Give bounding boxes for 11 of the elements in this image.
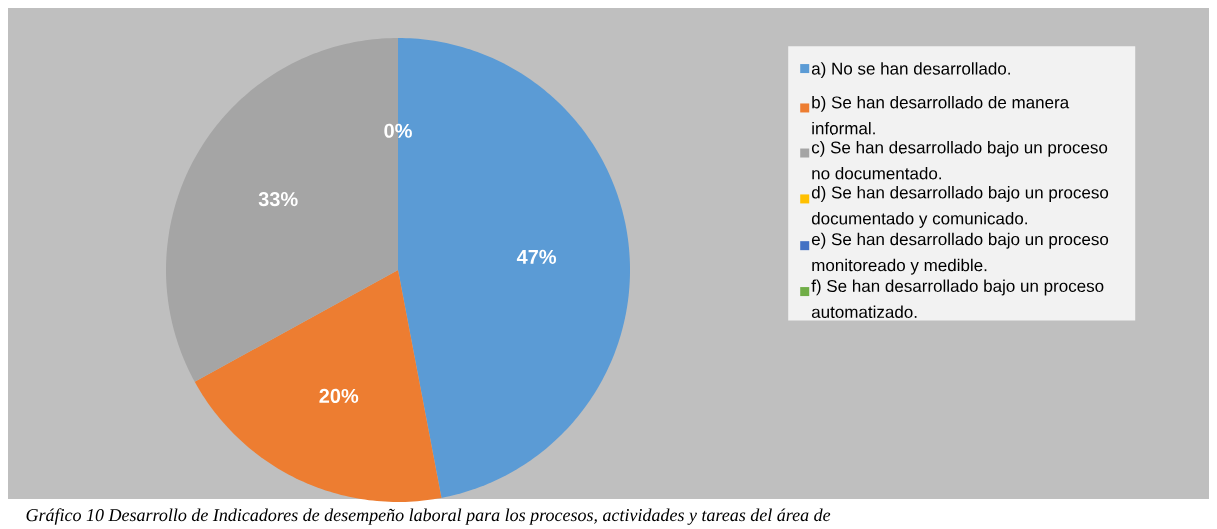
legend-label: b) Se han desarrollado de manera informal. xyxy=(812,95,1070,135)
text: Gráfico 10 Desarrollo de Indicadores de desempeño laboral para los procesos, actividades y tareas del área de xyxy=(26,508,831,525)
data-label: 20% xyxy=(319,388,359,404)
data-label: 33% xyxy=(258,192,298,207)
legend-label: c) Se han desarrollado bajo un proceso no documentado. xyxy=(811,141,1108,180)
data-label: 47% xyxy=(516,249,557,264)
text: 0% xyxy=(384,123,412,138)
legend-label: d) Se han desarrollado bajo un proceso documentado y comunicado. xyxy=(811,186,1109,228)
legend-label: e) Se han desarrollado bajo un proceso monitoreado y medible. xyxy=(811,232,1109,275)
legend-label: a) No se han desarrollado. xyxy=(811,62,1010,79)
legend-label: f) Se han desarrollado bajo un proceso automatizado. xyxy=(811,279,1104,319)
